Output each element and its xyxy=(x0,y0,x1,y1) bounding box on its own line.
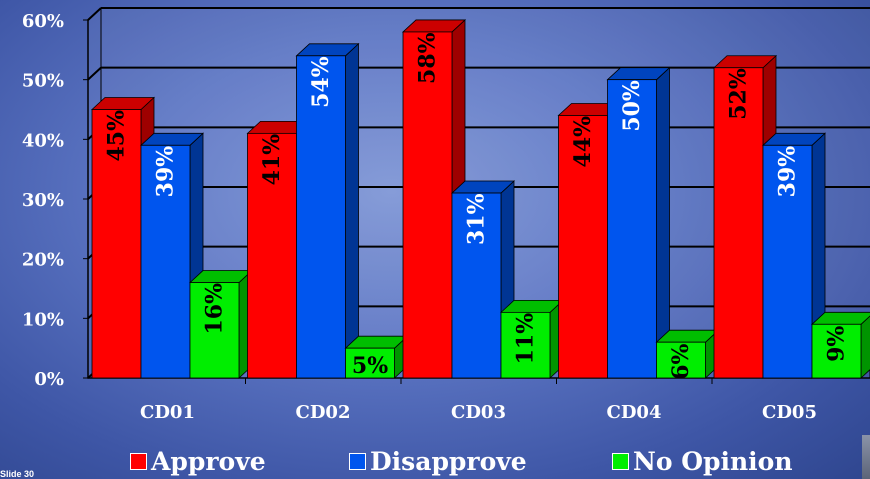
legend-swatch-approve xyxy=(130,453,147,470)
bar-disapprove-cd01 xyxy=(140,144,191,379)
slide-number: Slide 30 xyxy=(0,469,35,479)
data-label: 39% xyxy=(153,146,179,198)
gridline-diag xyxy=(87,66,102,81)
data-label: 54% xyxy=(308,56,334,108)
corner-decoration xyxy=(862,435,870,479)
bar-disapprove-cd05 xyxy=(762,144,813,379)
legend-label-disapprove: Disapprove xyxy=(370,447,527,476)
x-tick-label: CD02 xyxy=(296,402,351,423)
data-label: 45% xyxy=(104,110,130,162)
data-label: 31% xyxy=(464,193,490,245)
bar-approve-cd02 xyxy=(247,132,297,379)
legend-item-disapprove: Disapprove xyxy=(349,444,527,479)
bar-disapprove-cd03 xyxy=(451,192,502,379)
data-label: 50% xyxy=(619,80,645,132)
legend-label-no-opinion: No Opinion xyxy=(633,447,793,476)
y-tick-label: 20% xyxy=(22,250,64,271)
bar-disapprove-cd02 xyxy=(296,55,346,379)
y-tick-label: 30% xyxy=(22,190,64,211)
y-tick-label: 0% xyxy=(34,369,64,390)
legend-label-approve: Approve xyxy=(151,447,266,476)
data-label: 39% xyxy=(775,146,801,198)
x-tick-label: CD04 xyxy=(607,402,662,423)
legend-item-no-opinion: No Opinion xyxy=(612,444,793,479)
data-label: 41% xyxy=(259,134,285,186)
bar-approve-cd05 xyxy=(713,67,764,379)
legend-item-approve: Approve xyxy=(130,444,266,479)
bar-no-opinion-cd01 xyxy=(189,282,240,379)
bar-side xyxy=(345,42,359,379)
bar-approve-cd01 xyxy=(91,109,142,379)
data-label: 52% xyxy=(726,68,752,120)
x-tick-label: CD01 xyxy=(140,402,195,423)
data-label: 11% xyxy=(513,313,539,365)
data-label: 58% xyxy=(415,32,441,84)
bar-chart: 0% 10% 20% 30% 40% 50% 60% CD01 45% 39% 16% CD02 41%… xyxy=(22,6,870,423)
data-label: 5% xyxy=(352,353,388,379)
bar-approve-cd03 xyxy=(402,31,453,379)
bar-no-opinion-cd02 xyxy=(345,347,395,379)
data-label: 6% xyxy=(668,344,694,380)
legend-swatch-no-opinion xyxy=(612,453,629,470)
y-tick-label: 50% xyxy=(22,71,64,92)
bar-no-opinion-cd05 xyxy=(811,323,862,379)
bar-no-opinion-cd04 xyxy=(656,341,706,379)
y-tick-label: 40% xyxy=(22,130,64,151)
bar-side xyxy=(656,66,670,379)
data-label: 44% xyxy=(570,116,596,168)
legend-swatch-disapprove xyxy=(349,453,366,470)
data-label: 16% xyxy=(202,283,228,335)
bar-approve-cd04 xyxy=(558,115,608,379)
y-tick-label: 60% xyxy=(22,11,64,32)
bar-disapprove-cd04 xyxy=(607,79,657,379)
bar-no-opinion-cd03 xyxy=(500,311,551,379)
y-tick-label: 10% xyxy=(22,309,64,330)
data-label: 9% xyxy=(824,326,850,362)
chart-legend: Approve Disapprove No Opinion xyxy=(0,444,870,479)
gridline-diag xyxy=(87,7,102,21)
x-tick-label: CD03 xyxy=(451,402,506,423)
x-tick-label: CD05 xyxy=(762,402,817,423)
